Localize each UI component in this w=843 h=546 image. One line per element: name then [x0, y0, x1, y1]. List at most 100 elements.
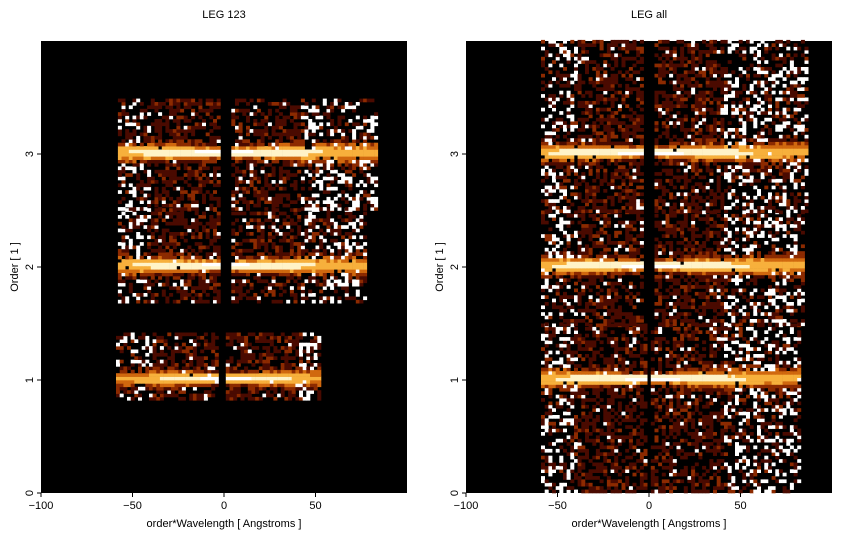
heatmap-cell [257, 269, 261, 273]
heatmap-cell [334, 126, 338, 130]
heatmap-cell [314, 380, 318, 384]
heatmap-cell [603, 446, 607, 450]
heatmap-cell [235, 273, 239, 277]
heatmap-cell [687, 452, 691, 456]
heatmap-cell [209, 150, 213, 154]
heatmap-cell [239, 259, 243, 263]
heatmap-cell [279, 273, 283, 277]
heatmap-cell [669, 378, 673, 382]
heatmap-cell [581, 483, 585, 487]
heatmap-cell [169, 139, 173, 143]
heatmap-cell [314, 353, 318, 357]
heatmap-cell [253, 163, 257, 167]
heatmap-cell [662, 337, 666, 341]
heatmap-cell [746, 449, 750, 453]
heatmap-cell [589, 459, 593, 463]
heatmap-cell [176, 273, 180, 277]
heatmap-cell [230, 397, 234, 401]
heatmap-cell [169, 249, 173, 253]
heatmap-cell [180, 259, 184, 263]
heatmap-cell [640, 361, 644, 365]
heatmap-cell [147, 215, 151, 219]
heatmap-cell [250, 153, 254, 157]
heatmap-cell [226, 366, 230, 370]
heatmap-cell [131, 360, 135, 364]
heatmap-cell [724, 435, 728, 439]
heatmap-cell [253, 105, 257, 109]
heatmap-cell [578, 388, 582, 392]
heatmap-cell [330, 229, 334, 233]
heatmap-cell [720, 402, 724, 406]
heatmap-cell [299, 370, 303, 374]
heatmap-cell [290, 119, 294, 123]
heatmap-cell [204, 383, 208, 387]
heatmap-cell [607, 452, 611, 456]
heatmap-cell [720, 391, 724, 395]
heatmap-cell [125, 256, 129, 260]
heatmap-cell [691, 435, 695, 439]
heatmap-cell [338, 296, 342, 300]
heatmap-cell [233, 373, 237, 377]
heatmap-cell [618, 361, 622, 365]
heatmap-cell [279, 156, 283, 160]
heatmap-cell [195, 122, 199, 126]
heatmap-cell [264, 266, 268, 270]
heatmap-cell [125, 235, 129, 239]
heatmap-cell [691, 357, 695, 361]
heatmap-cell [684, 486, 688, 490]
heatmap-cell [567, 368, 571, 372]
heatmap-cell [131, 397, 135, 401]
heatmap-cell [640, 351, 644, 355]
heatmap-cell [574, 385, 578, 389]
heatmap-cell [158, 173, 162, 177]
heatmap-cell [308, 200, 312, 204]
heatmap-cell [116, 346, 120, 350]
heatmap-cell [264, 197, 268, 201]
heatmap-cell [294, 187, 298, 191]
heatmap-cell [140, 112, 144, 116]
heatmap-cell [677, 452, 681, 456]
heatmap-cell [217, 116, 221, 120]
heatmap-cell [742, 364, 746, 368]
heatmap-cell [746, 422, 750, 426]
heatmap-cell [717, 347, 721, 351]
heatmap-cell [640, 402, 644, 406]
heatmap-cell [717, 463, 721, 467]
heatmap-cell [640, 347, 644, 351]
heatmap-cell [195, 266, 199, 270]
heatmap-cell [127, 333, 131, 337]
heatmap-cell [250, 225, 254, 229]
heatmap-cell [742, 473, 746, 477]
heatmap-cell [352, 235, 356, 239]
heatmap-cell [193, 373, 197, 377]
heatmap-cell [775, 371, 779, 375]
heatmap-cell [559, 374, 563, 378]
heatmap-cell [717, 385, 721, 389]
heatmap-cell [783, 449, 787, 453]
heatmap-cell [655, 412, 659, 416]
heatmap-cell [589, 483, 593, 487]
heatmap-cell [753, 490, 757, 494]
heatmap-cell [200, 394, 204, 398]
heatmap-cell [348, 119, 352, 123]
heatmap-cell [268, 122, 272, 126]
heatmap-cell [761, 425, 765, 429]
heatmap-cell [585, 432, 589, 436]
heatmap-cell [327, 109, 331, 113]
heatmap-cell [567, 486, 571, 490]
heatmap-cell [589, 398, 593, 402]
heatmap-cell [570, 435, 574, 439]
heatmap-cell [231, 200, 235, 204]
heatmap-cell [570, 486, 574, 490]
heatmap-cell [786, 385, 790, 389]
heatmap-cell [338, 150, 342, 154]
heatmap-cell [596, 402, 600, 406]
heatmap-cell [363, 116, 367, 120]
heatmap-cell [614, 378, 618, 382]
heatmap-cell [548, 391, 552, 395]
heatmap-cell [731, 371, 735, 375]
heatmap-cell [268, 183, 272, 187]
heatmap-cell [713, 398, 717, 402]
heatmap-cell [548, 415, 552, 419]
heatmap-cell [312, 269, 316, 273]
